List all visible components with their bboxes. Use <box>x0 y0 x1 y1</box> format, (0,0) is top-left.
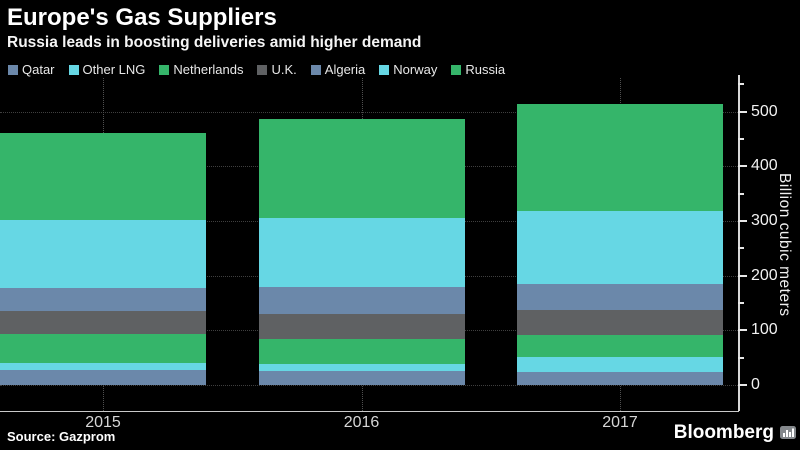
bar-segment-2015-qatar <box>0 370 206 385</box>
bar-segment-2016-russia <box>258 119 465 219</box>
legend-item-qatar: Qatar <box>8 62 55 77</box>
y-axis-tick-300 <box>738 219 747 222</box>
x-axis-label-2017: 2017 <box>602 414 638 431</box>
bar-segment-2016-netherlands <box>258 338 465 364</box>
bar-segment-2017-other-lng <box>517 356 723 372</box>
legend-swatch-icon <box>68 64 79 75</box>
legend-swatch-icon <box>379 64 390 75</box>
y-axis-minor-tick-250 <box>738 247 744 250</box>
legend-item-u-k-: U.K. <box>257 62 297 77</box>
bar-segment-2017-netherlands <box>517 335 723 357</box>
legend-item-russia: Russia <box>451 62 505 77</box>
bar-segment-2015-u-k- <box>0 310 206 335</box>
legend-swatch-icon <box>257 64 268 75</box>
y-axis-minor-tick-50 <box>738 356 744 359</box>
bar-segment-2017-qatar <box>517 371 723 385</box>
y-axis-line <box>738 75 740 411</box>
legend-swatch-icon <box>8 64 18 75</box>
legend-swatch-icon <box>451 64 462 75</box>
y-axis-minor-tick-550 <box>738 83 744 86</box>
y-axis-tick-label: 200 <box>751 266 778 284</box>
bar-segment-2016-norway <box>258 218 465 287</box>
legend-label: Algeria <box>324 62 366 77</box>
legend-item-other-lng: Other LNG <box>68 62 146 77</box>
bar-segment-2015-norway <box>0 220 206 289</box>
bar-segment-2015-algeria <box>0 288 206 311</box>
bar-segment-2017-algeria <box>517 284 723 311</box>
bar-segment-2016-qatar <box>258 371 465 385</box>
bar-segment-2017-russia <box>517 103 723 212</box>
bloomberg-logo-icon <box>780 426 796 439</box>
y-axis-tick-100 <box>738 329 747 332</box>
legend-label: Other LNG <box>82 62 146 77</box>
bar-segment-2016-algeria <box>258 286 465 315</box>
x-axis-line <box>0 410 739 412</box>
bar-segment-2017-u-k- <box>517 310 723 336</box>
legend-item-netherlands: Netherlands <box>159 62 243 77</box>
chart-title: Europe's Gas Suppliers <box>7 4 277 31</box>
legend: Qatar Other LNG Netherlands U.K. Algeria Norw… <box>8 62 505 77</box>
y-axis-tick-label: 0 <box>751 376 760 393</box>
y-axis-minor-tick-450 <box>738 137 744 140</box>
y-axis-tick-label: 100 <box>751 321 778 339</box>
y-axis-tick-200 <box>738 274 747 277</box>
legend-swatch-icon <box>310 64 321 75</box>
legend-label: U.K. <box>271 62 297 77</box>
y-axis-tick-label: 400 <box>751 157 778 175</box>
gridline-500 <box>0 111 738 113</box>
x-axis-label-2015: 2015 <box>85 414 121 431</box>
y-axis-tick-0 <box>738 384 747 386</box>
legend-label: Russia <box>465 62 506 77</box>
y-axis-minor-tick-350 <box>738 192 744 195</box>
gridline-0 <box>0 385 738 386</box>
chart-subtitle: Russia leads in boosting deliveries amid… <box>7 34 422 51</box>
x-axis-label-2016: 2016 <box>343 414 380 431</box>
y-axis-tick-500 <box>738 110 747 113</box>
bar-segment-2015-other-lng <box>0 362 206 371</box>
legend-label: Qatar <box>22 62 55 77</box>
bar-segment-2017-norway <box>517 211 723 285</box>
y-axis-tick-label: 300 <box>751 211 778 229</box>
legend-swatch-icon <box>159 64 170 75</box>
bar-segment-2016-other-lng <box>258 363 465 372</box>
legend-item-norway: Norway <box>379 62 437 77</box>
source-label: Source: Gazprom <box>7 429 116 444</box>
legend-label: Netherlands <box>173 62 244 77</box>
bar-segment-2015-russia <box>0 132 206 221</box>
legend-label: Norway <box>393 62 438 77</box>
legend-item-algeria: Algeria <box>310 62 366 77</box>
y-axis-minor-tick-150 <box>738 301 744 304</box>
bloomberg-logo-text: Bloomberg <box>673 422 774 443</box>
y-axis-tick-label: 500 <box>751 102 778 120</box>
bar-segment-2016-u-k- <box>258 314 465 339</box>
y-axis-tick-400 <box>738 165 747 168</box>
y-axis-title: Billion cubic meters <box>776 173 793 317</box>
bar-segment-2015-netherlands <box>0 334 206 363</box>
